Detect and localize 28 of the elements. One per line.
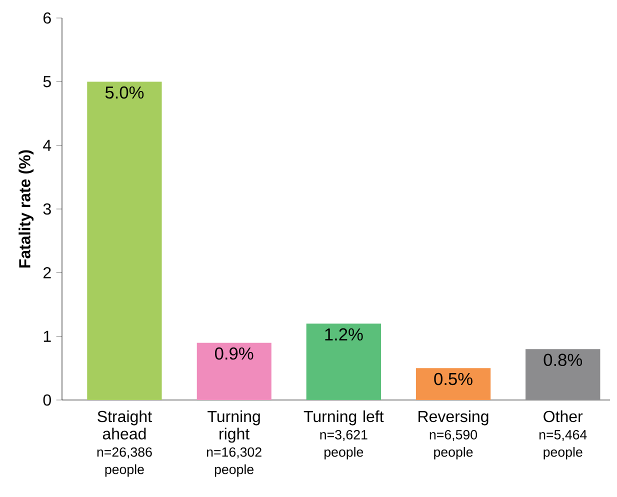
text: n=6,590 people	[430, 430, 478, 460]
x-tick-label: Straight ahead	[98, 410, 152, 440]
y-tick-label: 1	[44, 330, 51, 342]
bar	[87, 82, 162, 400]
data-label: 0.9%	[214, 347, 254, 360]
bar	[306, 324, 382, 400]
x-tick-label: Turning left	[304, 410, 384, 426]
text: n=3,621 people	[320, 430, 368, 460]
x-tick-label: Turning right	[208, 410, 260, 443]
x-tick-label: Reversing	[418, 410, 488, 426]
bar	[416, 368, 491, 400]
y-axis-title: Fatality rate (%)	[18, 150, 34, 268]
text: n=16,302 people	[206, 447, 262, 477]
y-tick-label: 4	[43, 140, 52, 151]
text: n=5,464 people	[539, 430, 587, 460]
y-tick-label: 3	[43, 203, 51, 215]
text: n=26,386 people	[97, 447, 152, 477]
data-label: 5.0%	[105, 86, 144, 99]
bar	[526, 349, 600, 400]
data-label: 0.5%	[434, 372, 472, 386]
data-label: 1.2%	[325, 328, 363, 341]
y-tick-label: 0	[43, 394, 51, 406]
bar	[196, 342, 272, 400]
y-tick-label: 6	[44, 12, 51, 24]
data-label: 0.8%	[544, 354, 582, 366]
y-tick-label: 5	[43, 76, 51, 88]
y-tick-label: 2	[43, 267, 51, 278]
x-tick-label: Other	[544, 410, 583, 422]
